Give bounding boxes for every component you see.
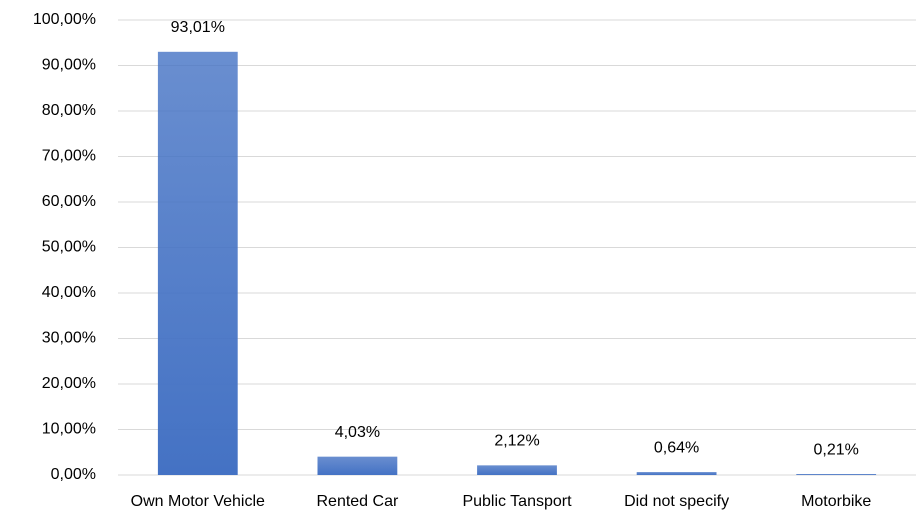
data-label: 4,03% — [335, 424, 380, 441]
bar — [796, 474, 877, 475]
y-tick-label: 30,00% — [42, 330, 96, 347]
x-tick-label: Rented Car — [316, 493, 398, 510]
y-tick-label: 40,00% — [42, 284, 96, 301]
y-tick-label: 10,00% — [42, 421, 96, 438]
y-tick-label: 20,00% — [42, 375, 96, 392]
bar — [317, 456, 398, 475]
data-label: 0,21% — [814, 441, 859, 458]
x-tick-label: Did not specify — [624, 493, 729, 510]
x-tick-label: Motorbike — [801, 493, 871, 510]
bar — [157, 51, 238, 475]
y-tick-label: 80,00% — [42, 102, 96, 119]
y-tick-label: 0,00% — [51, 466, 96, 483]
y-tick-label: 90,00% — [42, 57, 96, 74]
x-tick-label: Own Motor Vehicle — [131, 493, 265, 510]
data-label: 2,12% — [494, 433, 539, 450]
y-tick-label: 70,00% — [42, 148, 96, 165]
x-tick-label: Public Tansport — [462, 493, 572, 510]
y-tick-label: 50,00% — [42, 239, 96, 256]
bar — [636, 472, 717, 475]
bar — [477, 465, 557, 475]
data-label: 0,64% — [654, 439, 699, 456]
y-tick-label: 100,00% — [33, 11, 96, 28]
data-label: 93,01% — [171, 19, 225, 36]
y-tick-label: 60,00% — [42, 193, 96, 210]
